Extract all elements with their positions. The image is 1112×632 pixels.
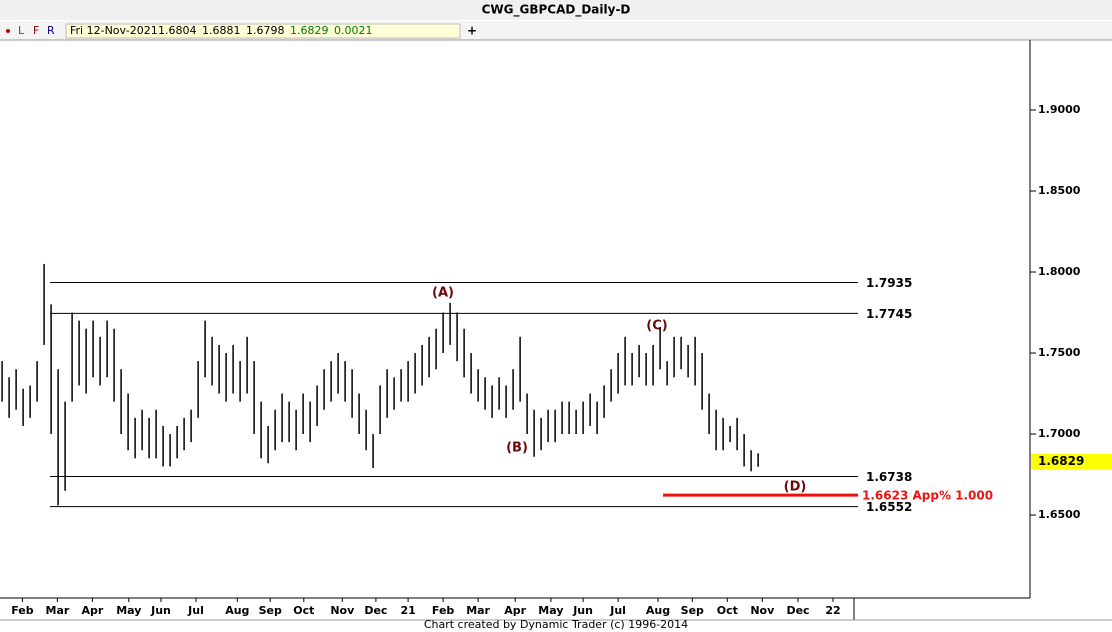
info-low: 1.6798: [246, 24, 285, 37]
x-tick-label: Aug: [646, 604, 670, 617]
x-tick-label: Dec: [364, 604, 387, 617]
record-dot[interactable]: [6, 29, 10, 33]
x-tick-label: Oct: [717, 604, 738, 617]
x-tick-label: Sep: [259, 604, 282, 617]
add-button[interactable]: +: [467, 24, 477, 38]
info-high: 1.6881: [202, 24, 241, 37]
toolbar-button[interactable]: R: [47, 24, 55, 37]
info-open: 1.6804: [158, 24, 197, 37]
y-tick-label: 1.9000: [1038, 103, 1081, 116]
toolbar-button[interactable]: L: [18, 24, 25, 37]
x-tick-label: Dec: [786, 604, 809, 617]
wave-label: (D): [784, 480, 807, 495]
x-tick-label: Oct: [293, 604, 314, 617]
x-tick-label: Sep: [681, 604, 704, 617]
x-tick-label: Apr: [81, 604, 103, 617]
x-tick-label: 21: [400, 604, 415, 617]
info-box: [65, 23, 461, 39]
last-price-box: [1031, 453, 1112, 470]
wave-label: (A): [432, 286, 454, 301]
toolbar-button[interactable]: F: [33, 24, 39, 37]
y-tick-label: 1.7000: [1038, 427, 1081, 440]
x-tick-label: Feb: [11, 604, 34, 617]
y-tick-label: 1.7500: [1038, 346, 1081, 359]
x-tick-label: Feb: [432, 604, 455, 617]
level-label: 1.6552: [866, 500, 912, 514]
target-label: 1.6623 App% 1.000: [862, 489, 993, 503]
x-tick-label: Nov: [330, 604, 355, 617]
x-tick-label: Jul: [609, 604, 626, 617]
title-bar: [0, 0, 1112, 20]
chart-title: CWG_GBPCAD_Daily-D: [482, 3, 631, 18]
wave-label: (C): [646, 319, 667, 334]
x-tick-label: Mar: [46, 604, 70, 617]
last-price-label: 1.6829: [1038, 454, 1084, 468]
info-date: Fri 12-Nov-2021: [70, 24, 158, 37]
x-tick-label: Aug: [225, 604, 249, 617]
x-tick-label: Apr: [504, 604, 526, 617]
y-tick-label: 1.8000: [1038, 265, 1081, 278]
x-tick-label: Mar: [466, 604, 490, 617]
x-tick-label: Jun: [150, 604, 171, 617]
level-label: 1.6738: [866, 470, 912, 484]
info-close: 1.6829: [290, 24, 329, 37]
x-tick-label: Nov: [750, 604, 775, 617]
x-tick-label: Jul: [187, 604, 204, 617]
footer: Chart created by Dynamic Trader (c) 1996…: [424, 618, 688, 631]
info-change: 0.0021: [334, 24, 373, 37]
level-label: 1.7745: [866, 307, 912, 321]
level-label: 1.7935: [866, 276, 912, 290]
x-tick-label: Jun: [572, 604, 593, 617]
y-tick-label: 1.8500: [1038, 184, 1081, 197]
y-tick-label: 1.6500: [1038, 508, 1081, 521]
wave-label: (B): [506, 441, 528, 456]
x-tick-label: May: [116, 604, 141, 617]
x-tick-label: May: [538, 604, 563, 617]
x-tick-label: 22: [825, 604, 840, 617]
